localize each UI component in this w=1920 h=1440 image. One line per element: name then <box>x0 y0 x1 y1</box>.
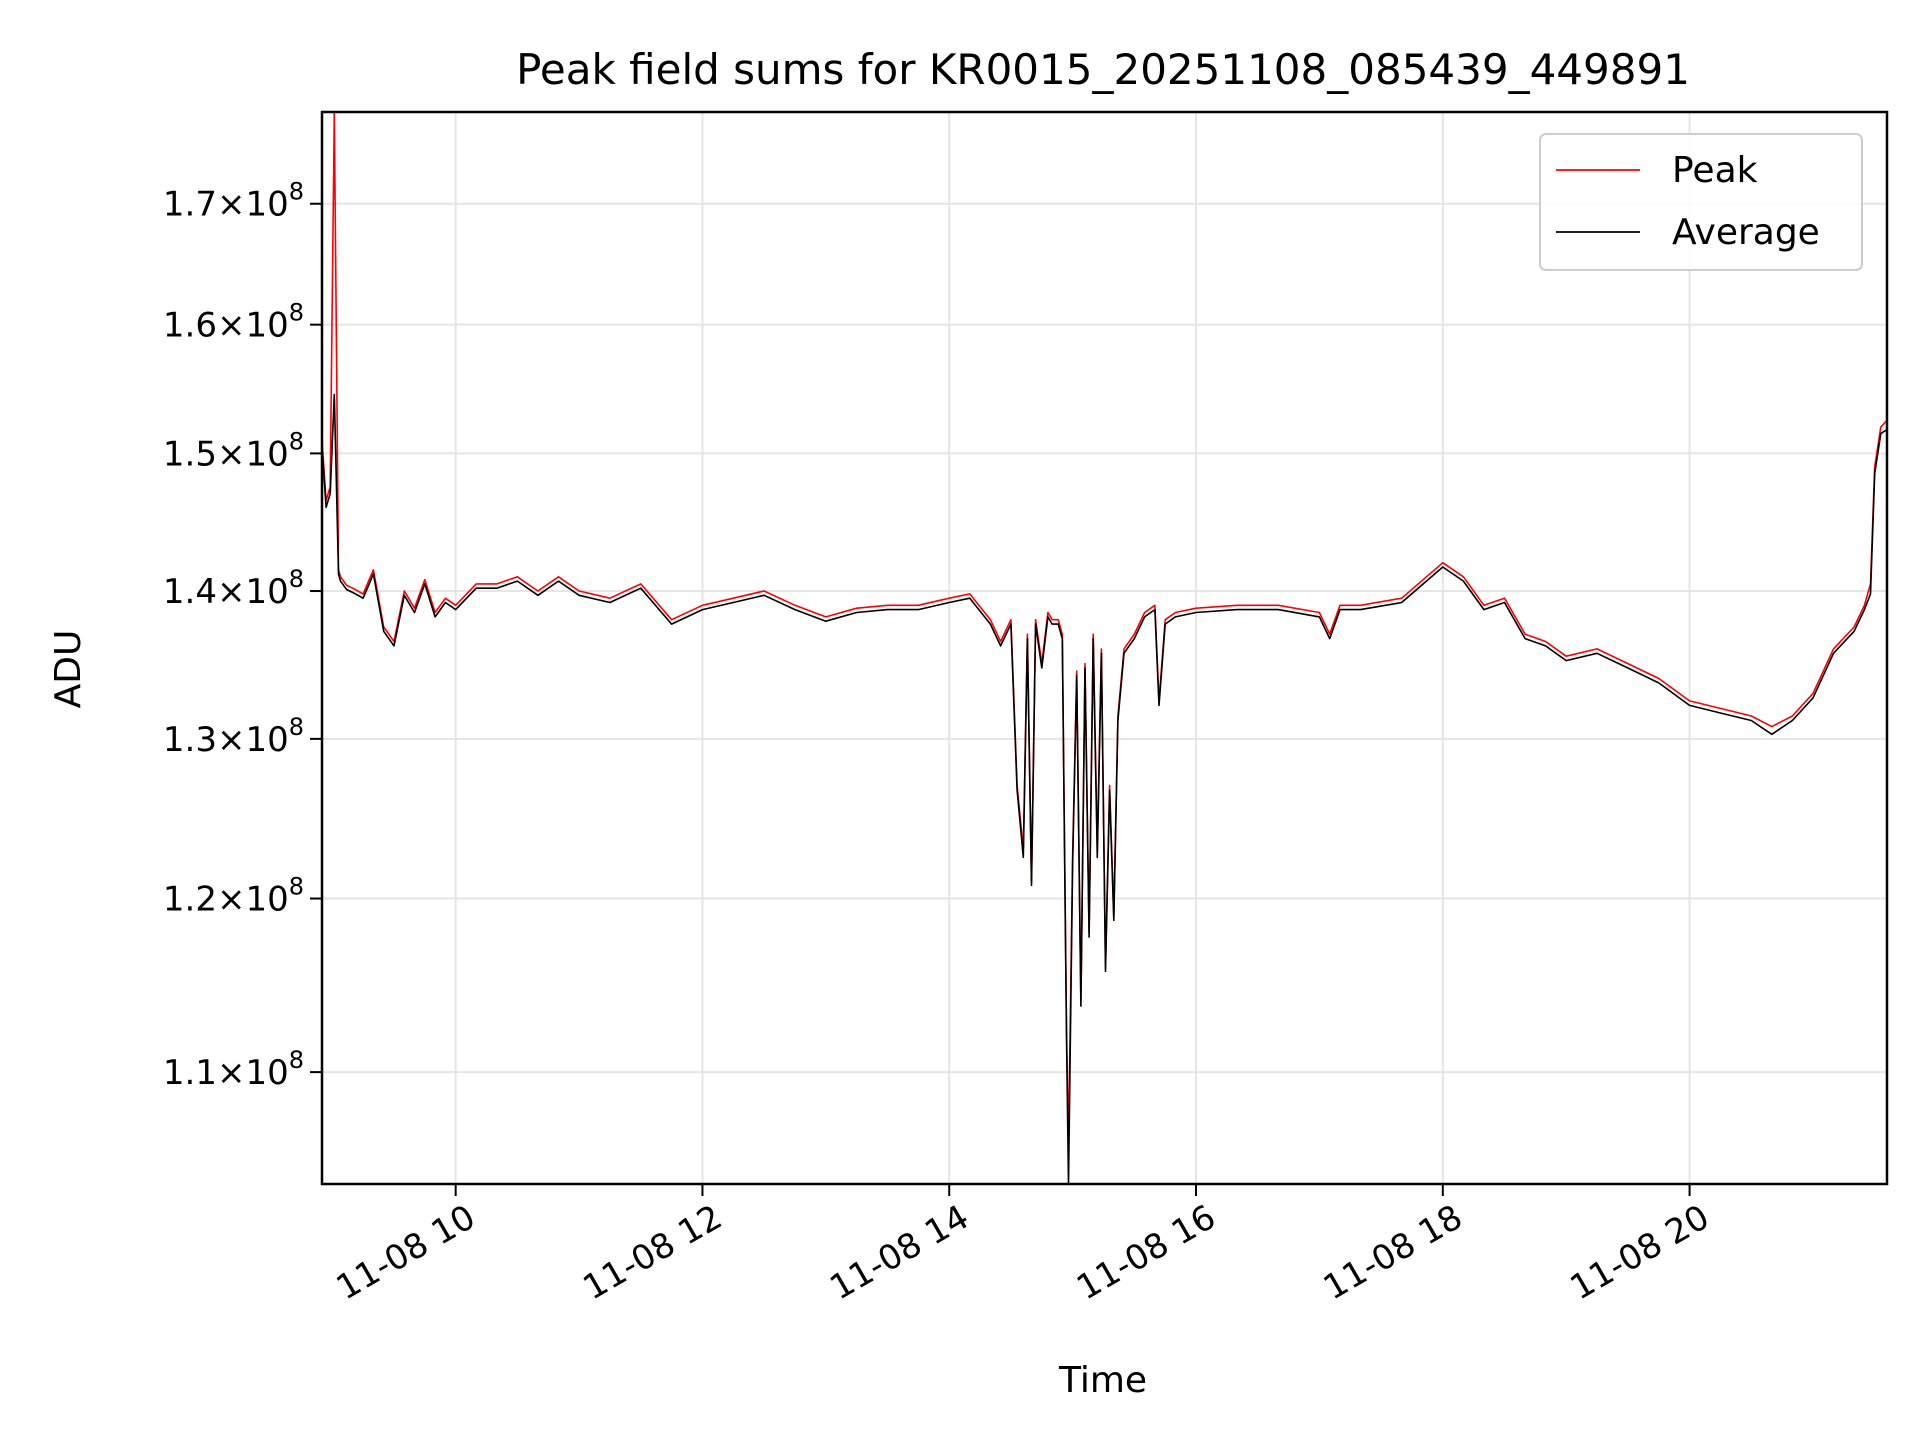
y-tick-mantissa: 1.4 <box>163 572 217 612</box>
y-tick-label: 1.6×108 <box>163 299 304 346</box>
legend-label-average: Average <box>1672 212 1820 253</box>
y-tick-exponent: 8 <box>289 565 304 593</box>
plot-area-frame <box>320 110 1889 1186</box>
legend-label-peak: Peak <box>1672 150 1758 191</box>
y-axis-label: ADU <box>48 630 89 709</box>
y-tick-label: 1.3×108 <box>163 713 304 760</box>
y-tick-times: ×10 <box>217 572 289 612</box>
y-tick-mantissa: 1.3 <box>163 720 217 760</box>
y-tick-mantissa: 1.5 <box>163 434 217 474</box>
y-tick-times: ×10 <box>217 306 289 346</box>
y-tick-mantissa: 1.2 <box>163 880 217 920</box>
y-tick-mantissa: 1.6 <box>163 306 217 346</box>
y-tick-times: ×10 <box>217 1053 289 1093</box>
y-tick-label: 1.7×108 <box>163 178 304 225</box>
grid <box>322 112 1887 1184</box>
y-tick-exponent: 8 <box>289 178 304 206</box>
y-tick-mantissa: 1.1 <box>163 1053 217 1093</box>
y-tick-exponent: 8 <box>289 1046 304 1074</box>
x-axis-label: Time <box>1058 1360 1147 1401</box>
y-tick-label: 1.2×108 <box>163 873 304 920</box>
y-tick-exponent: 8 <box>289 873 304 901</box>
series-line-average <box>322 393 1887 1184</box>
chart-title: Peak field sums for KR0015_20251108_0854… <box>516 45 1690 94</box>
series-lines <box>322 112 1887 1184</box>
series-group <box>322 112 1887 1184</box>
y-tick-mantissa: 1.7 <box>163 185 217 225</box>
y-tick-times: ×10 <box>217 880 289 920</box>
y-tick-exponent: 8 <box>289 427 304 455</box>
y-tick-label: 1.1×108 <box>163 1046 304 1093</box>
y-tick-times: ×10 <box>217 434 289 474</box>
legend-frame <box>1539 133 1863 271</box>
legend: Peak Average <box>1539 133 1863 271</box>
y-tick-times: ×10 <box>217 720 289 760</box>
y-tick-label: 1.5×108 <box>163 427 304 474</box>
y-tick-label: 1.4×108 <box>163 565 304 612</box>
y-tick-exponent: 8 <box>289 713 304 741</box>
y-tick-exponent: 8 <box>289 299 304 327</box>
y-axis: 1.1×1081.2×1081.3×1081.4×1081.5×1081.6×1… <box>163 178 322 1093</box>
y-tick-times: ×10 <box>217 185 289 225</box>
